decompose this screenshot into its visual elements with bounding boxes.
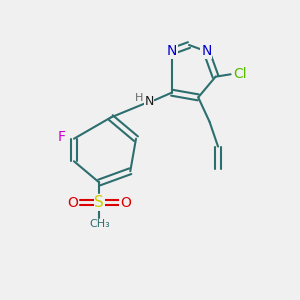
Text: O: O — [68, 196, 79, 210]
Text: H: H — [135, 93, 144, 103]
Text: F: F — [57, 130, 65, 144]
Text: Cl: Cl — [233, 67, 247, 81]
Text: N: N — [201, 44, 212, 58]
Text: N: N — [145, 95, 154, 108]
Text: S: S — [94, 195, 104, 210]
Text: O: O — [120, 196, 131, 210]
Text: N: N — [167, 44, 177, 58]
Text: CH₃: CH₃ — [89, 219, 110, 229]
